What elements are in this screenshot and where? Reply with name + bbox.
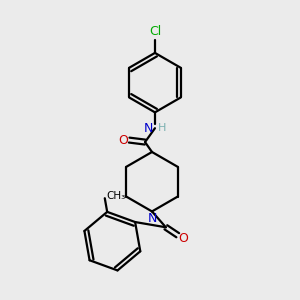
Text: H: H	[158, 123, 166, 133]
Text: CH₃: CH₃	[107, 191, 126, 201]
Text: N: N	[144, 122, 153, 135]
Text: N: N	[147, 212, 157, 225]
Text: O: O	[178, 232, 188, 245]
Text: Cl: Cl	[149, 25, 161, 38]
Text: O: O	[118, 134, 128, 147]
